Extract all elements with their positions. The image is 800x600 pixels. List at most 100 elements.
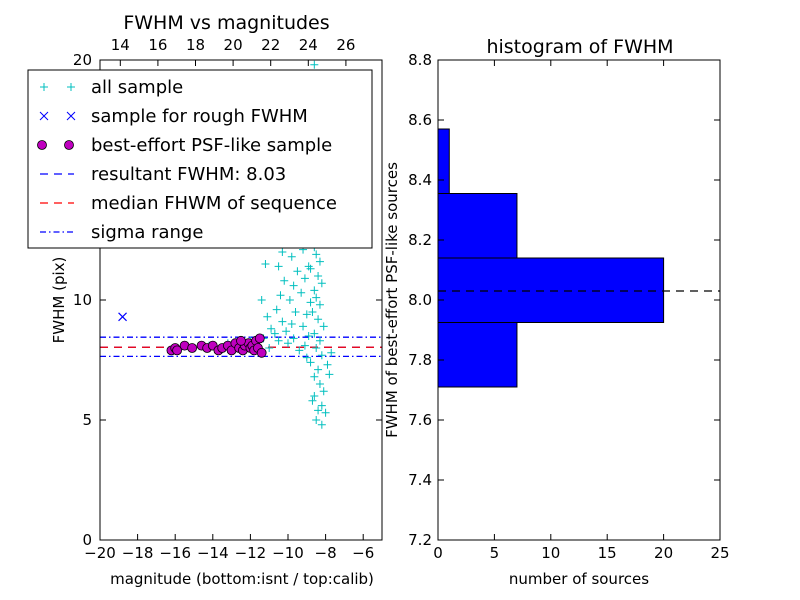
left-series-0-point xyxy=(310,286,319,295)
left-series-0-point xyxy=(310,392,319,400)
left-top-tick-label: 26 xyxy=(336,36,355,54)
left-series-0-point xyxy=(278,317,287,326)
legend-label-median-fwhm: median FHWM of sequence xyxy=(91,193,337,214)
left-top-tick-label: 14 xyxy=(111,36,130,54)
right-y-tick-label: 8.4 xyxy=(408,171,432,189)
left-series-2-point xyxy=(172,345,182,356)
left-x-tick-label: −20 xyxy=(84,544,116,562)
left-legend: all sample sample for rough FWHM best-ef… xyxy=(27,69,373,249)
left-series-0-point xyxy=(278,248,287,256)
legend-label-resultant-fwhm: resultant FWHM: 8.03 xyxy=(91,164,286,185)
left-series-0-point xyxy=(315,380,324,388)
left-series-0-point xyxy=(310,372,319,381)
left-series-0-point xyxy=(317,351,326,360)
left-series-0-point xyxy=(304,332,313,340)
histogram-bar-1 xyxy=(437,257,665,323)
legend-marker-circle xyxy=(37,140,47,150)
right-chart-title: histogram of FWHM xyxy=(486,36,673,58)
right-x-tick-label: 0 xyxy=(433,544,443,562)
histogram-bar-2 xyxy=(437,193,518,259)
legend-marker-plus xyxy=(40,83,48,91)
left-series-0-point xyxy=(327,348,336,357)
left-top-tick-label: 16 xyxy=(148,36,167,54)
left-series-0-point xyxy=(285,296,294,304)
left-series-0-point xyxy=(319,322,328,331)
legend-marker-circle xyxy=(64,140,74,150)
left-series-0-point xyxy=(323,360,332,369)
left-series-0-point xyxy=(293,267,302,276)
histogram-bar-3 xyxy=(437,128,450,194)
left-series-2-point xyxy=(256,347,267,358)
left-series-0-point xyxy=(315,336,324,345)
right-y-tick-label: 8.6 xyxy=(408,111,432,129)
left-series-0-point xyxy=(302,353,311,362)
left-series-2-point xyxy=(187,343,198,353)
left-series-0-point xyxy=(272,305,281,314)
left-series-0-point xyxy=(317,279,326,288)
left-series-0-point xyxy=(300,274,309,283)
left-series-0-point xyxy=(274,336,283,345)
left-series-0-point xyxy=(312,293,321,302)
left-series-0-point xyxy=(312,416,321,424)
left-x-tick-label: −16 xyxy=(159,544,191,562)
left-series-0-point xyxy=(299,322,308,331)
left-series-0-point xyxy=(314,272,323,280)
right-y-tick-label: 8.2 xyxy=(408,231,432,249)
left-series-0-point xyxy=(308,308,317,316)
left-series-2-point xyxy=(236,335,246,346)
histogram-bar-0 xyxy=(437,322,518,388)
right-x-tick-label: 25 xyxy=(710,544,729,562)
left-series-0-point xyxy=(287,320,296,328)
left-series-0-point xyxy=(282,327,291,336)
right-x-tick-label: 20 xyxy=(654,544,673,562)
legend-markers xyxy=(37,83,76,233)
right-axes: 0 5 10 15 20 25 7.2 7.4 7.6 7.8 8.0 8.2 8.4 8.6 8.8 xyxy=(408,51,729,562)
right-x-axis-label: number of sources xyxy=(509,570,649,588)
left-x-tick-label: −10 xyxy=(272,544,304,562)
left-series-0-point xyxy=(310,60,319,69)
left-y-tick-label: 0 xyxy=(82,531,92,549)
legend-label-sigma-range: sigma range xyxy=(91,222,203,243)
left-series-0-point xyxy=(289,281,298,290)
right-x-tick-label: 10 xyxy=(541,544,560,562)
right-y-tick-label: 7.6 xyxy=(408,411,432,429)
left-series-0-point xyxy=(284,339,292,348)
left-top-tick-label: 24 xyxy=(299,36,318,54)
right-y-tick-label: 8.8 xyxy=(408,51,432,69)
left-series-0-point xyxy=(291,308,300,316)
left-series-0-point xyxy=(314,406,323,415)
left-series-0-point xyxy=(315,257,324,266)
left-x-tick-label: −6 xyxy=(352,544,374,562)
left-x-tick-label: −12 xyxy=(235,544,267,562)
left-series-0-point xyxy=(267,324,276,333)
left-series-0-point xyxy=(306,358,315,367)
right-y-tick-label: 7.2 xyxy=(408,531,432,549)
left-series-0-point xyxy=(263,312,272,321)
legend-marker-cross xyxy=(39,111,49,121)
right-x-tick-label: 5 xyxy=(490,544,500,562)
left-series-0-point xyxy=(280,276,289,285)
left-series-0-point xyxy=(312,250,321,259)
left-series-2-point xyxy=(254,333,265,344)
left-y-axis-label: FWHM (pix) xyxy=(50,257,68,344)
right-y-tick-label: 7.8 xyxy=(408,351,432,369)
left-series-0-point xyxy=(300,341,309,350)
left-series-0-point xyxy=(319,387,328,396)
left-x-tick-label: −18 xyxy=(122,544,154,562)
left-top-tick-label: 18 xyxy=(186,36,205,54)
left-series-0-point xyxy=(325,370,334,379)
left-series-0-point xyxy=(270,329,279,338)
left-y-tick-label: 10 xyxy=(73,291,92,309)
left-axes: −20 −18 −16 −14 −12 −10 −8 −6 0 5 10 20 14 16 18 20 22 24… xyxy=(73,36,382,562)
left-series-0-point xyxy=(295,346,304,355)
left-plot-area xyxy=(100,60,382,429)
left-x-tick-label: −14 xyxy=(197,544,229,562)
left-series-0-point xyxy=(310,329,319,338)
legend-marker-cross xyxy=(66,111,76,121)
right-x-tick-label: 15 xyxy=(598,544,617,562)
left-series-0-point xyxy=(302,310,311,319)
left-series-0-point xyxy=(276,291,285,300)
left-series-0-point xyxy=(257,296,266,304)
left-series-0-point xyxy=(265,344,274,352)
left-series-0-point xyxy=(297,288,306,297)
